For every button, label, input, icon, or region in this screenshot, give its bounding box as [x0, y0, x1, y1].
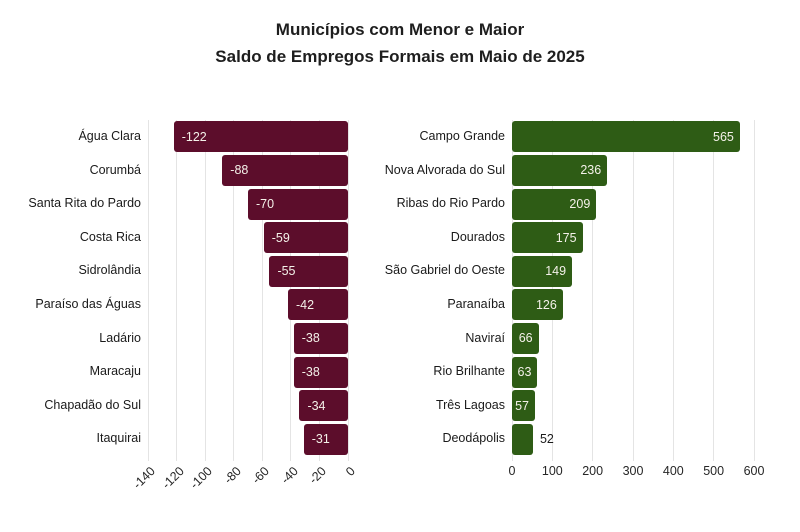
bar: -38: [293, 356, 348, 388]
bar-value-label: -42: [296, 297, 315, 312]
bar-value-label: -59: [271, 230, 290, 245]
category-axis-menor: Água Clara Corumbá Santa Rita do Pardo Cost…: [0, 120, 141, 456]
bar-value-label: -88: [230, 163, 249, 178]
category-label: Nova Alvorada do Sul: [384, 162, 505, 177]
bar: 57: [512, 390, 535, 422]
bar: 149: [512, 255, 573, 287]
category-label: Deodápolis: [442, 431, 505, 446]
category-label: Ribas do Rio Pardo: [396, 196, 505, 211]
gridline: [713, 120, 715, 461]
bar: 209: [512, 188, 597, 220]
gridline: [347, 120, 349, 461]
plot-area-maior: 0 100 200 300 400 500 600 565 236 209 175 149 126 66 6…: [509, 120, 764, 478]
bar-value-label: 175: [555, 230, 577, 245]
bar-value-label: -70: [256, 197, 275, 211]
category-label: Campo Grande: [419, 129, 505, 143]
bar-value-label: -31: [311, 432, 330, 447]
bar-value-label: -38: [301, 331, 320, 346]
x-tick-label: -120: [158, 464, 187, 492]
bar-value-label: 209: [569, 197, 591, 211]
bar: 63: [512, 356, 538, 388]
bar-value-label: 149: [545, 264, 567, 279]
x-tick-label: 300: [622, 464, 644, 478]
bar: -70: [248, 188, 348, 220]
bar-value-label: -34: [307, 398, 326, 413]
category-label: Santa Rita do Pardo: [28, 196, 141, 211]
bar: 126: [512, 289, 563, 321]
bar: -42: [288, 289, 348, 321]
x-tick-label: 200: [582, 464, 604, 478]
x-tick-label: 400: [662, 464, 684, 478]
bar: 236: [512, 154, 608, 186]
bar: -38: [293, 322, 348, 354]
gridline: [233, 120, 235, 461]
bar: -55: [269, 255, 348, 287]
bar-value-label: -38: [301, 365, 320, 379]
bar: 175: [512, 222, 583, 254]
bar: -59: [263, 222, 348, 254]
category-axis-maior: Campo Grande Nova Alvorada do Sul Ribas do…: [352, 120, 505, 456]
gridline: [147, 120, 149, 461]
x-tick-label: -80: [220, 464, 244, 487]
chart-title-line1: Municípios com Menor e Maior: [275, 20, 525, 39]
bar-value-label: 52: [539, 432, 554, 447]
bar-value-label: 63: [517, 365, 532, 379]
bar: 66: [512, 322, 539, 354]
bar-value-label: -55: [277, 264, 296, 279]
bar: -122: [173, 121, 348, 153]
bar: -88: [222, 154, 348, 186]
bar-value-label: 236: [580, 163, 602, 178]
bar: 565: [512, 121, 740, 153]
x-tick-label: 100: [541, 464, 563, 478]
gridline: [632, 120, 634, 461]
x-tick-label: -140: [130, 464, 158, 492]
x-tick-label: 600: [743, 464, 765, 478]
bar-value-label: 565: [713, 129, 734, 144]
category-label: Rio Brilhante: [433, 364, 505, 379]
plot-area-menor: -140 -120 -100 -80 -60 -40 -20 0 -122 -88 -70 -59 -5…: [130, 120, 358, 492]
category-label: Itaquirai: [96, 431, 141, 446]
category-label: Ladário: [99, 330, 141, 345]
bar-value-label: -122: [181, 129, 207, 144]
x-tick-label: -20: [306, 464, 330, 487]
bar: -34: [299, 390, 348, 422]
bar: 52: [512, 423, 554, 455]
category-label: Paranaíba: [447, 297, 505, 311]
category-label: Paraíso das Águas: [35, 297, 141, 311]
bar-value-label: 57: [515, 398, 529, 413]
gridline: [261, 120, 263, 461]
x-tick-label: 500: [703, 464, 725, 478]
x-tick-label: -40: [278, 464, 301, 487]
chart-title: Municípios com Menor e Maior Saldo de Em…: [0, 16, 800, 70]
category-label: Dourados: [450, 229, 505, 244]
category-label: Naviraí: [465, 330, 505, 345]
category-label: Maracaju: [89, 364, 141, 379]
gridline: [753, 120, 755, 461]
category-label: Chapadão do Sul: [44, 397, 141, 412]
category-label: Costa Rica: [79, 229, 141, 244]
bar-value-label: 126: [535, 297, 557, 312]
gridline: [672, 120, 674, 461]
gridline: [592, 120, 594, 461]
bar: -31: [303, 423, 348, 455]
bar-value-label: 66: [518, 331, 533, 346]
gridline: [204, 120, 206, 461]
category-label: São Gabriel do Oeste: [384, 263, 505, 278]
gridline: [176, 120, 178, 461]
category-label: Sidrolândia: [78, 263, 141, 278]
category-label: Três Lagoas: [435, 397, 505, 412]
category-label: Água Clara: [78, 129, 141, 143]
x-tick-label: -60: [249, 464, 273, 487]
x-tick-label: 0: [508, 464, 516, 478]
category-label: Corumbá: [89, 162, 141, 177]
chart-title-line2: Saldo de Empregos Formais em Maio de 202…: [215, 47, 585, 66]
x-tick-label: -100: [187, 464, 216, 492]
chart-maior-saldo: Campo Grande Nova Alvorada do Sul Ribas do…: [352, 120, 800, 515]
chart-menor-saldo: Água Clara Corumbá Santa Rita do Pardo Cost…: [0, 120, 358, 515]
